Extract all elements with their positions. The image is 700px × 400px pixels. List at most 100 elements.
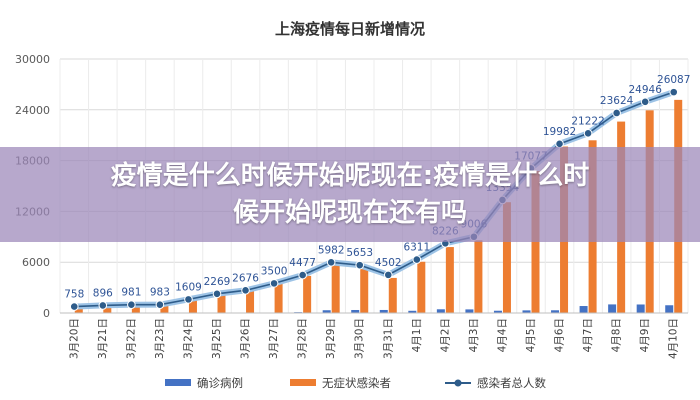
axes: 06000120001800024000300003月20日3月21日3月22日… — [15, 53, 688, 359]
bar-confirmed — [379, 309, 388, 313]
x-tick-label: 3月27日 — [268, 318, 280, 359]
x-tick-label: 3月28日 — [297, 318, 309, 359]
x-tick-label: 4月5日 — [525, 318, 537, 352]
total-point — [612, 108, 621, 118]
legend-label: 确诊病例 — [197, 376, 243, 390]
total-point — [69, 302, 79, 311]
y-tick-label: 6000 — [22, 256, 50, 269]
x-tick-label: 3月24日 — [182, 318, 194, 359]
bar-confirmed — [579, 306, 588, 313]
total-point — [184, 295, 193, 304]
x-tick-label: 4月4日 — [496, 318, 508, 352]
total-point — [326, 258, 336, 267]
total-data-label: 2676 — [232, 272, 259, 284]
total-point — [640, 97, 650, 107]
total-point — [241, 286, 250, 295]
total-point — [98, 301, 108, 310]
x-tick-label: 3月20日 — [68, 318, 80, 359]
headline-text: 疫情是什么时候开始呢现在:疫情是什么时候开始呢现在还有吗 — [110, 160, 590, 228]
x-tick-label: 3月25日 — [211, 318, 223, 359]
x-tick-label: 3月31日 — [382, 318, 394, 359]
total-point — [269, 279, 279, 288]
x-tick-label: 4月8日 — [611, 318, 623, 352]
x-tick-label: 4月2日 — [439, 318, 451, 352]
total-data-label: 983 — [150, 287, 170, 299]
y-tick-label: 30000 — [15, 53, 50, 66]
bar-asymptomatic — [103, 305, 112, 313]
legend-label: 无症状感染者 — [322, 376, 391, 390]
total-data-label: 1609 — [175, 281, 202, 293]
total-data-label: 981 — [121, 287, 141, 299]
total-line-path — [74, 91, 674, 308]
x-tick-label: 4月6日 — [554, 318, 566, 352]
total-data-label: 23624 — [600, 95, 634, 107]
bar-asymptomatic — [160, 304, 169, 313]
total-point — [127, 300, 136, 309]
bar-asymptomatic — [274, 283, 283, 313]
total-data-label: 19982 — [543, 126, 576, 138]
total-data-label: 758 — [64, 289, 84, 301]
legend-swatch — [165, 379, 191, 386]
y-tick-label: 24000 — [15, 104, 50, 117]
bar-confirmed — [465, 309, 474, 313]
x-tick-label: 4月1日 — [411, 318, 423, 352]
total-data-label: 4477 — [289, 257, 316, 269]
total-point — [669, 87, 679, 97]
bar-asymptomatic — [417, 261, 426, 313]
total-data-label: 5982 — [318, 244, 345, 256]
total-data-label: 3500 — [261, 265, 288, 277]
legend: 确诊病例 无症状感染者 感染者总人数 — [165, 376, 546, 390]
bar-asymptomatic — [360, 268, 369, 313]
total-point — [298, 270, 307, 280]
bar-confirmed — [522, 310, 531, 313]
bar-confirmed — [408, 310, 417, 313]
x-tick-label: 3月30日 — [354, 318, 366, 359]
x-tick-label: 3月21日 — [97, 318, 109, 359]
legend-swatch-marker — [454, 379, 462, 387]
total-point — [155, 300, 165, 309]
bar-confirmed — [608, 304, 617, 313]
headline-banner: 疫情是什么时候开始呢现在:疫情是什么时候开始呢现在还有吗 — [0, 147, 700, 242]
total-point — [355, 260, 365, 270]
bar-asymptomatic — [531, 171, 540, 313]
bar-confirmed — [436, 309, 445, 313]
bar-confirmed — [636, 304, 645, 313]
bar-confirmed — [665, 305, 674, 313]
bar-asymptomatic — [388, 277, 397, 313]
bar-asymptomatic — [331, 265, 340, 313]
x-tick-label: 4月9日 — [639, 318, 651, 352]
legend-label: 感染者总人数 — [477, 376, 546, 390]
bar-asymptomatic — [246, 290, 255, 313]
bar-asymptomatic — [502, 202, 511, 313]
total-data-label: 24946 — [628, 84, 662, 96]
x-tick-label: 4月10日 — [668, 318, 680, 359]
total-line — [69, 87, 679, 311]
total-data-label: 5653 — [346, 247, 373, 259]
bar-asymptomatic — [217, 294, 226, 313]
bar-asymptomatic — [188, 299, 197, 313]
x-tick-label: 4月7日 — [582, 318, 594, 352]
x-tick-label: 3月26日 — [240, 318, 252, 359]
total-data-label: 6311 — [403, 242, 430, 254]
x-tick-label: 3月29日 — [325, 318, 337, 359]
total-data-label: 26087 — [657, 74, 690, 86]
bar-asymptomatic — [445, 247, 454, 313]
bar-asymptomatic — [131, 304, 140, 313]
y-tick-label: 0 — [43, 307, 50, 320]
bar-confirmed — [493, 310, 502, 313]
x-tick-label: 3月23日 — [154, 318, 166, 359]
total-data-label: 4502 — [375, 257, 402, 269]
total-point — [383, 270, 393, 280]
bar-confirmed — [351, 309, 360, 313]
x-tick-label: 4月3日 — [468, 318, 480, 352]
chart-title: 上海疫情每日新增情况 — [275, 20, 425, 38]
legend-swatch — [290, 379, 316, 386]
bar-asymptomatic — [474, 240, 483, 313]
total-point — [212, 289, 222, 299]
total-data-label: 21222 — [571, 115, 604, 127]
x-tick-label: 3月22日 — [125, 318, 137, 359]
bar-asymptomatic — [74, 306, 83, 313]
total-data-label: 2269 — [204, 276, 231, 288]
bar-asymptomatic — [303, 275, 312, 313]
total-point — [583, 129, 593, 138]
